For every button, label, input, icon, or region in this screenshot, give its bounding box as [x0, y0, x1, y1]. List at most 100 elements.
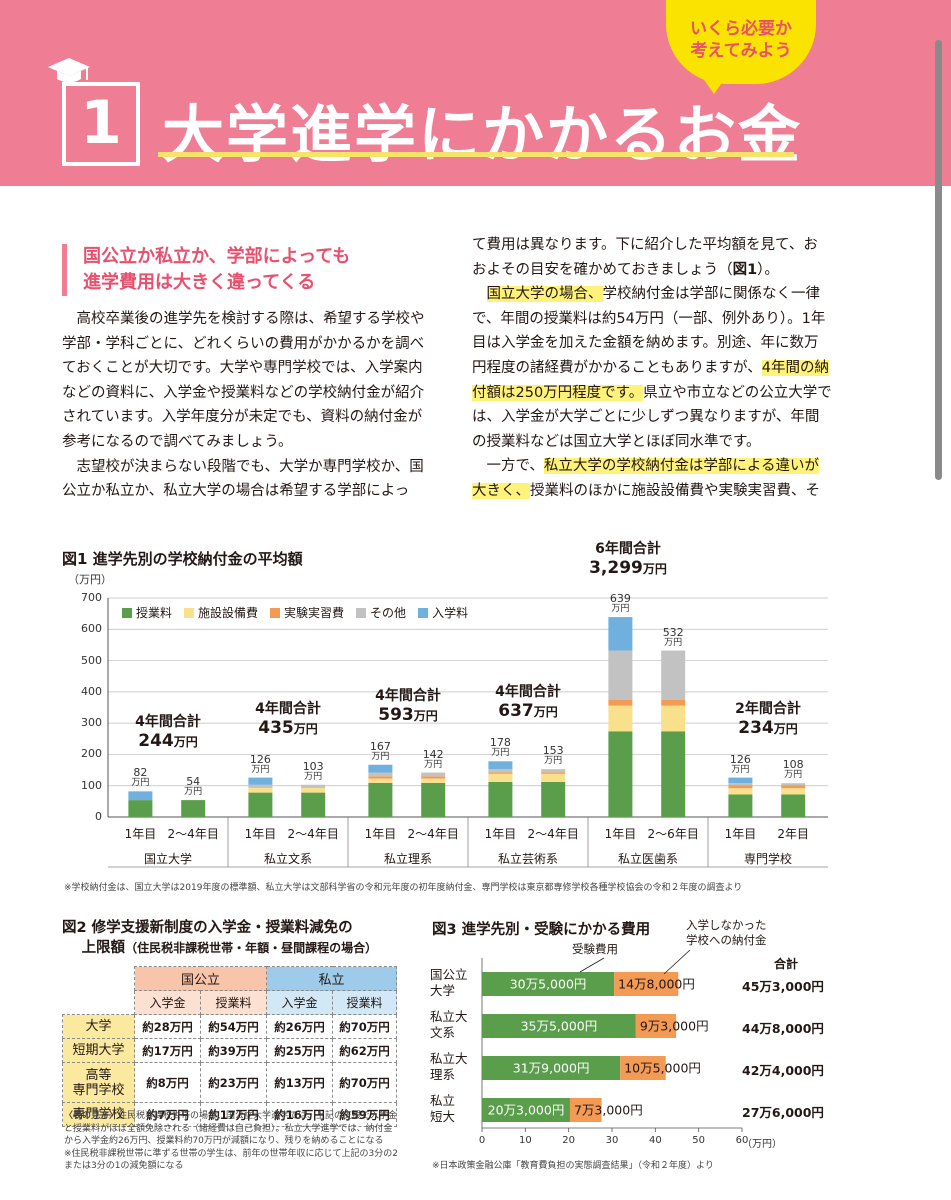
fig1-bar-segment	[248, 777, 273, 785]
table-cell: 約62万円	[332, 1038, 397, 1063]
fig1-x-tick-label: 2〜4年目	[167, 827, 219, 841]
fig1-x-tick-label: 2年目	[777, 827, 809, 841]
callout-line: 学校への納付金	[686, 933, 767, 947]
total-caption: 4年間合計	[375, 687, 441, 704]
fig2-note: 〈表の見方〉住民税非課税世帯の場合、国公立大学進学では、上記の支援で入学金と授業…	[64, 1110, 398, 1173]
fig1-bar-segment	[541, 769, 566, 773]
fig1-x-tick-label: 2〜4年目	[407, 827, 459, 841]
fig1-bar-value-label: 532 万円	[653, 627, 693, 649]
fig3-x-tick-label: 20	[562, 1135, 576, 1146]
fig1-bar-value-label: 153 万円	[533, 745, 573, 767]
row-label-line: 国公立	[430, 967, 468, 982]
total-amount: 637万円	[468, 701, 588, 721]
fig1-total-label: 4年間合計 593万円	[348, 685, 468, 725]
fig1-y-tick-label: 200	[81, 747, 102, 761]
fig1-bar-segment	[781, 785, 806, 789]
chapter-number-box: 1	[62, 82, 140, 166]
fig1-bar-segment	[488, 781, 513, 817]
fig1-bar-segment	[248, 787, 273, 793]
fig1-x-tick-label: 1年目	[484, 827, 517, 841]
fig2-table: 国公立 私立 入学金 授業料 入学金 授業料 大学 約28万円 約54万円 約2…	[62, 966, 397, 1127]
total-caption: 6年間合計	[595, 541, 661, 557]
fig1-category-label: 私立芸術系	[497, 852, 558, 866]
text-run: ）。	[757, 261, 779, 278]
fig1-bar-segment	[781, 788, 806, 795]
fig1-bar-segment	[421, 776, 446, 779]
fig1-bar-segment	[181, 800, 206, 817]
text-run: 一方で、	[472, 458, 544, 475]
total-caption: 4年間合計	[495, 684, 561, 701]
row-header: 専門学校	[62, 1102, 135, 1127]
fig1-bar-segment	[368, 776, 393, 779]
fig2-title-line-1: 図2 修学支援新制度の入学金・授業料減免の	[62, 920, 353, 936]
bubble-line-2: 考えてみよう	[690, 41, 792, 61]
figure-reference: 図1	[732, 261, 758, 278]
fig3-unit: （万円）	[742, 1139, 782, 1150]
fig1-bar-segment	[728, 777, 753, 784]
fig1-y-tick-label: 0	[95, 810, 102, 823]
fig1-bar-segment	[488, 772, 513, 774]
table-cell: 約23万円	[200, 1062, 267, 1103]
fig1-bar-segment	[661, 731, 686, 817]
fig1-category-label: 私立理系	[383, 852, 432, 866]
fig3-bar-exam	[482, 1014, 636, 1038]
total-value: 637	[498, 701, 534, 722]
row-label-line: 私立大	[430, 1051, 468, 1066]
bar-value-unit: 万円	[371, 751, 390, 762]
bar-value: 142	[422, 747, 444, 761]
fig1-bar-value-label: 82 万円	[120, 767, 160, 789]
row-header: 高等 専門学校	[62, 1062, 135, 1103]
fig1-bar-segment	[248, 784, 273, 788]
fig1-total-label: 4年間合計 244万円	[108, 711, 228, 751]
fig3-row-total: 27万6,000円	[742, 1105, 824, 1120]
table-cell: 約70万円	[332, 1062, 397, 1103]
fig1-x-tick-label: 1年目	[604, 827, 637, 841]
fig1-bar-value-label: 639 万円	[600, 593, 640, 615]
bar-value: 532	[662, 625, 684, 639]
body-column-left: 高校卒業後の進学先を検討する際は、希望する学校や学部・学科ごとに、どれくらいの費…	[62, 307, 430, 504]
fig2-title-sub: （住民税非課税世帯・年額・昼間課程の場合）	[125, 941, 378, 955]
fig1-category-label: 国立大学	[143, 852, 192, 866]
fig1-bar-segment	[728, 788, 753, 795]
fig3-bar-unenrolled	[569, 1098, 602, 1122]
fig1-bar-segment	[421, 782, 446, 817]
row-header: 短期大学	[62, 1038, 135, 1063]
paragraph: 国立大学の場合、学校納付金は学部に関係なく一律で、年間の授業料は約54万円（一部…	[472, 282, 832, 454]
fig3-bar-unenrolled	[614, 972, 679, 996]
title-underline	[158, 152, 794, 157]
fig1-total-label: 6年間合計 3,299万円	[568, 538, 688, 578]
fig3-exam-value: 30万5,000円	[510, 977, 587, 992]
bar-value: 178	[489, 736, 511, 750]
row-label-line: 理系	[430, 1067, 456, 1082]
fig1-bar-segment	[368, 778, 393, 783]
fig1-bar-value-label: 103 万円	[293, 761, 333, 783]
fig1-bar-segment	[128, 800, 153, 817]
fig1-x-tick-label: 2〜6年目	[647, 827, 699, 841]
fig1-bar-segment	[661, 705, 686, 732]
fig1-bar-segment	[728, 785, 753, 789]
subheading-line-2: 進学費用は大きく違ってくる	[83, 272, 316, 293]
fig1-bar-segment	[488, 773, 513, 782]
row-header-line: 高等	[85, 1067, 112, 1083]
fig3-bar-exam	[482, 1098, 570, 1122]
fig1-bar-segment	[301, 784, 326, 788]
scrollbar-thumb[interactable]	[935, 40, 942, 480]
fig1-x-tick-label: 2〜4年目	[287, 827, 339, 841]
total-amount: 244万円	[108, 731, 228, 751]
fig1-bar-segment	[781, 783, 806, 786]
fig1-x-tick-label: 2〜4年目	[527, 827, 579, 841]
fig1-bar-segment	[661, 650, 686, 700]
bar-value: 639	[609, 592, 631, 606]
fig1-total-label: 2年間合計 234万円	[708, 698, 828, 738]
fig1-x-tick-label: 1年目	[124, 827, 157, 841]
total-value: 244	[138, 731, 174, 752]
fig3-total-header: 合計	[774, 957, 799, 971]
legend-label: 入学料	[432, 606, 469, 620]
total-unit: 万円	[642, 562, 667, 576]
fig3-unenrolled-value: 10万5,000円	[624, 1061, 701, 1076]
fig3-x-tick-label: 40	[648, 1135, 662, 1146]
text-run: て費用は異なります。下に紹介した平均額を見て、おおよその目安を確かめておきましょ…	[472, 237, 818, 278]
total-caption: 2年間合計	[735, 700, 801, 717]
legend-label: 施設設備費	[198, 606, 259, 620]
